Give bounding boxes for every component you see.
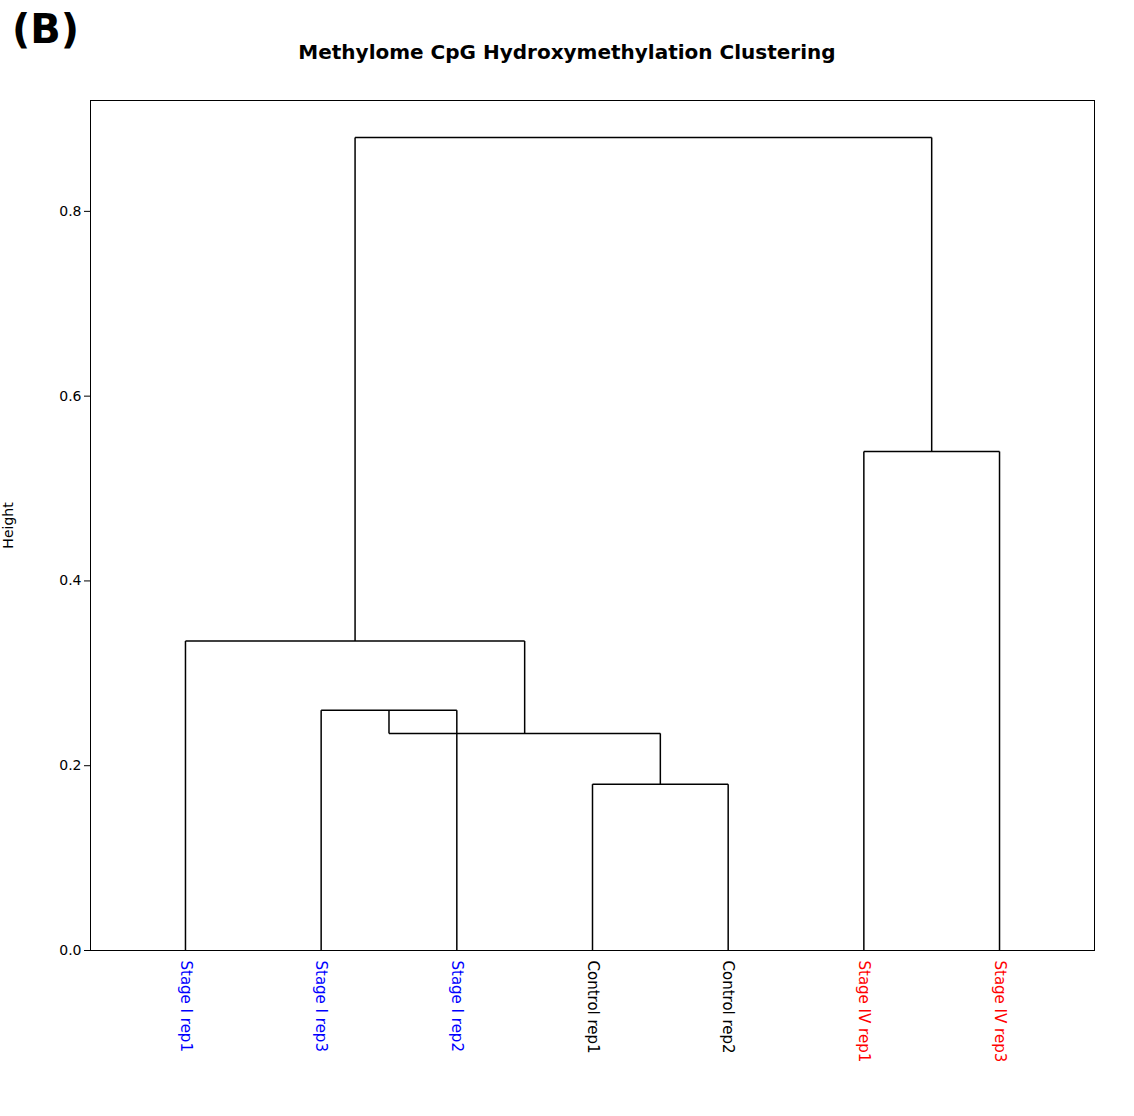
- html-text:(B): (B): [12, 6, 80, 52]
- svg-text:Stage I rep3: Stage I rep3: [312, 961, 330, 1052]
- svg-text:Stage I rep2: Stage I rep2: [448, 961, 466, 1052]
- svg-text:0.8: 0.8: [59, 203, 81, 219]
- svg-text:Height: Height: [0, 502, 16, 549]
- svg-text:0.0: 0.0: [59, 942, 81, 958]
- svg-text:Control rep1: Control rep1: [584, 961, 602, 1054]
- svg-text:0.4: 0.4: [59, 572, 81, 588]
- svg-text:0.6: 0.6: [59, 388, 81, 404]
- svg-text:Stage IV rep3: Stage IV rep3: [991, 961, 1009, 1063]
- svg-text:Stage I rep1: Stage I rep1: [177, 961, 195, 1052]
- svg-text:0.2: 0.2: [59, 757, 81, 773]
- svg-text:Stage IV rep1: Stage IV rep1: [855, 961, 873, 1063]
- svg-text:Control rep2: Control rep2: [719, 961, 737, 1054]
- html-text:Methylome CpG Hydroxymethylati: Methylome CpG Hydroxymethylation Cluster…: [298, 40, 836, 64]
